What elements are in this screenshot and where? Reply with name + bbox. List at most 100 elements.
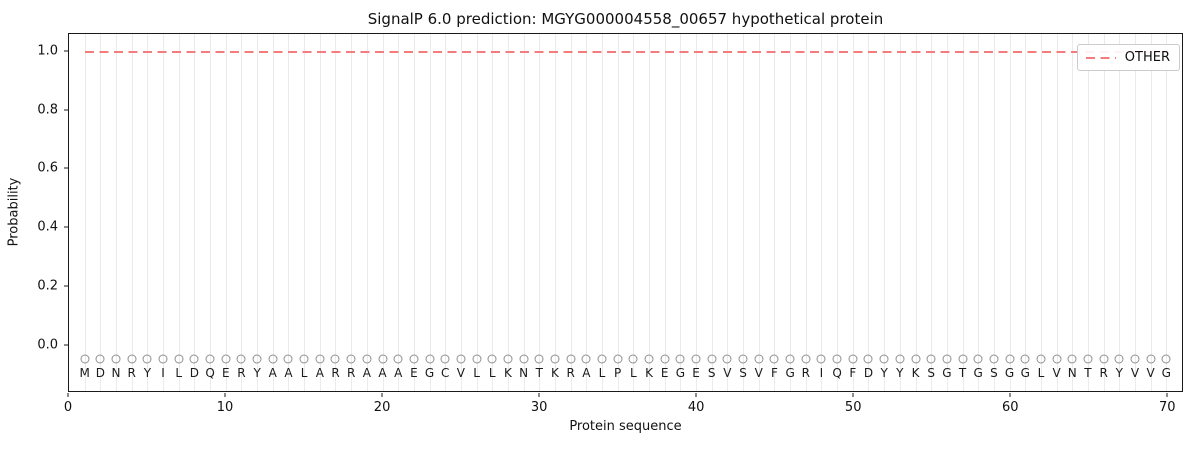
residue-marker <box>879 354 889 364</box>
residue-marker <box>832 354 842 364</box>
residue-letter: Q <box>205 366 215 381</box>
residue-letter: A <box>378 366 387 381</box>
x-axis-ticks: 0 10 20 30 40 50 60 70 <box>64 393 1183 417</box>
residue-marker <box>926 354 936 364</box>
x-axis-label: Protein sequence <box>569 419 682 434</box>
residue-letter: K <box>503 366 512 381</box>
gridline <box>1040 34 1042 391</box>
residue-marker <box>644 354 654 364</box>
residue-marker <box>127 354 137 364</box>
residue-letter: V <box>1052 366 1061 381</box>
gridline <box>758 34 760 391</box>
residue-letter: V <box>754 366 763 381</box>
residue-letter: L <box>300 366 308 381</box>
residue-marker <box>973 354 983 364</box>
residue-marker <box>597 354 607 364</box>
gridline <box>554 34 556 391</box>
residue-letter: C <box>441 366 450 381</box>
y-tick-label: 0.8 <box>37 102 58 117</box>
residue-letter: L <box>629 366 637 381</box>
residue-letter: G <box>1161 366 1171 381</box>
legend[interactable]: OTHER <box>1076 44 1180 71</box>
gridline <box>507 34 509 391</box>
residue-marker <box>566 354 576 364</box>
residue-marker <box>691 354 701 364</box>
gridline <box>460 34 462 391</box>
y-tick-mark <box>64 109 68 110</box>
x-tick-mark <box>381 393 383 397</box>
y-tick-label: 1.0 <box>37 43 58 59</box>
residue-marker <box>236 354 246 364</box>
gridline <box>116 34 118 391</box>
residue-marker <box>174 354 184 364</box>
y-tick-label: 0.0 <box>37 337 58 353</box>
residue-letter: R <box>346 366 356 381</box>
residue-letter: P <box>614 366 622 381</box>
gridline <box>429 34 431 391</box>
residue-marker <box>722 354 732 364</box>
residue-letter: E <box>221 366 230 381</box>
residue-letter: A <box>268 366 277 381</box>
gridline <box>743 34 745 391</box>
gridline <box>84 34 86 391</box>
residue-letter: G <box>1020 366 1030 381</box>
residue-letter: R <box>801 366 810 381</box>
gridline <box>586 34 588 391</box>
residue-letter: L <box>1037 366 1045 381</box>
residue-marker <box>863 354 873 364</box>
gridline <box>946 34 948 391</box>
residue-letter: N <box>519 366 529 381</box>
y-tick-label: 0.6 <box>37 160 58 176</box>
gridline <box>664 34 666 391</box>
residue-letter: G <box>942 366 952 381</box>
residue-marker <box>1052 354 1062 364</box>
residue-letter: N <box>111 366 121 381</box>
gridline <box>962 34 964 391</box>
other-probability-line <box>84 50 1167 53</box>
gridline <box>601 34 603 391</box>
residue-letter: A <box>284 366 293 381</box>
residue-letter: E <box>660 366 669 381</box>
residue-marker <box>1114 354 1124 364</box>
x-tick-label: 20 <box>373 400 391 415</box>
residue-marker <box>801 354 811 364</box>
chart-title: SignalP 6.0 prediction: MGYG000004558_00… <box>367 10 884 28</box>
residue-letter: G <box>785 366 795 381</box>
residue-marker <box>425 354 435 364</box>
residue-marker <box>613 354 623 364</box>
residue-letter: V <box>456 366 465 381</box>
y-tick-mark <box>64 344 68 346</box>
gridline <box>1119 34 1121 391</box>
residue-marker <box>315 354 325 364</box>
gridline <box>884 34 886 391</box>
residue-letter: G <box>675 366 686 381</box>
gridline <box>178 34 180 391</box>
legend-dash-sample-icon <box>1085 56 1116 59</box>
gridline <box>727 34 729 391</box>
residue-letter: R <box>331 366 340 381</box>
x-tick-label: 30 <box>530 400 548 415</box>
residue-letter: D <box>95 366 105 381</box>
residue-letter: G <box>973 366 983 381</box>
gridline <box>790 34 792 391</box>
gridline <box>100 34 102 391</box>
gridline <box>1009 34 1011 391</box>
residue-marker <box>80 354 90 364</box>
residue-marker <box>738 354 748 364</box>
x-tick-mark <box>538 393 540 397</box>
residue-letter: L <box>488 366 496 381</box>
gridline <box>210 34 212 391</box>
gridline <box>1087 34 1089 391</box>
residue-marker <box>675 354 685 364</box>
residue-letter: V <box>1130 366 1140 381</box>
residue-marker <box>346 354 356 364</box>
residue-marker <box>785 354 795 364</box>
x-tick-label: 0 <box>63 400 73 415</box>
residue-letter: N <box>1067 366 1077 381</box>
x-tick-label: 50 <box>844 400 862 415</box>
gridline <box>476 34 478 391</box>
gridline <box>993 34 995 391</box>
residue-marker <box>1083 354 1093 364</box>
residue-marker <box>707 354 717 364</box>
